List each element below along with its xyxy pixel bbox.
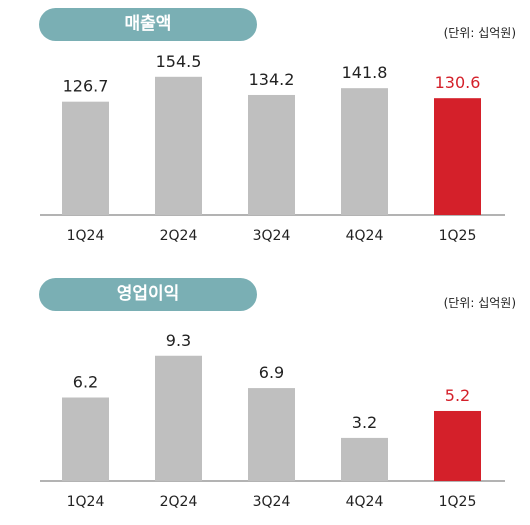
operating-profit-bar-3Q24: [248, 388, 295, 481]
revenue-bar-chart: 126.7 1Q24 154.5 2Q24 134.2 3Q24 141.8 4Q24 130.…: [40, 52, 505, 244]
revenue-tick-label-1Q25: 1Q25: [439, 228, 477, 244]
operating-profit-unit-label: (단위: 십억원): [443, 296, 516, 310]
revenue-bar-4Q24: [341, 88, 388, 215]
operating-profit-bar-1Q25: [434, 410, 481, 481]
operating-profit-value-label-2Q24: 9.3: [166, 331, 191, 350]
revenue-value-label-3Q24: 134.2: [249, 70, 295, 89]
operating-profit-bar-chart: 6.2 1Q24 9.3 2Q24 6.9 3Q24 3.2 4Q24 5.2 1Q25: [40, 331, 505, 510]
operating-profit-title-pill: 영업이익: [39, 278, 257, 311]
operating-profit-tick-label-1Q25: 1Q25: [439, 494, 477, 510]
operating-profit-bar-4Q24: [341, 437, 388, 481]
revenue-tick-label-2Q24: 2Q24: [160, 228, 198, 244]
revenue-value-label-1Q24: 126.7: [63, 77, 109, 96]
revenue-value-label-4Q24: 141.8: [342, 63, 388, 82]
revenue-bar-3Q24: [248, 94, 295, 215]
operating-profit-bar-1Q24: [62, 397, 109, 481]
operating-profit-tick-label-2Q24: 2Q24: [160, 494, 198, 510]
revenue-title-pill: 매출액: [39, 8, 257, 41]
revenue-value-label-2Q24: 154.5: [156, 52, 202, 71]
operating-profit-chart-panel: 영업이익 (단위: 십억원) 6.2 1Q24 9.3 2Q24 6.9 3Q24 3.2 4…: [0, 270, 530, 525]
revenue-bar-1Q25: [434, 98, 481, 215]
revenue-bar-1Q24: [62, 101, 109, 215]
revenue-tick-label-1Q24: 1Q24: [67, 228, 105, 244]
operating-profit-tick-label-4Q24: 4Q24: [346, 494, 384, 510]
revenue-bar-2Q24: [155, 76, 202, 215]
operating-profit-tick-label-3Q24: 3Q24: [253, 494, 291, 510]
operating-profit-value-label-3Q24: 6.9: [259, 363, 284, 382]
operating-profit-value-label-4Q24: 3.2: [352, 413, 377, 432]
revenue-tick-label-4Q24: 4Q24: [346, 228, 384, 244]
revenue-value-label-1Q25: 130.6: [435, 73, 481, 92]
revenue-chart-panel: 매출액 (단위: 십억원) 126.7 1Q24 154.5 2Q24 134.2 3Q2…: [0, 0, 530, 255]
revenue-unit-label: (단위: 십억원): [443, 26, 516, 40]
operating-profit-value-label-1Q24: 6.2: [73, 373, 98, 392]
operating-profit-tick-label-1Q24: 1Q24: [67, 494, 105, 510]
revenue-tick-label-3Q24: 3Q24: [253, 228, 291, 244]
operating-profit-bar-2Q24: [155, 355, 202, 481]
operating-profit-value-label-1Q25: 5.2: [445, 386, 470, 405]
